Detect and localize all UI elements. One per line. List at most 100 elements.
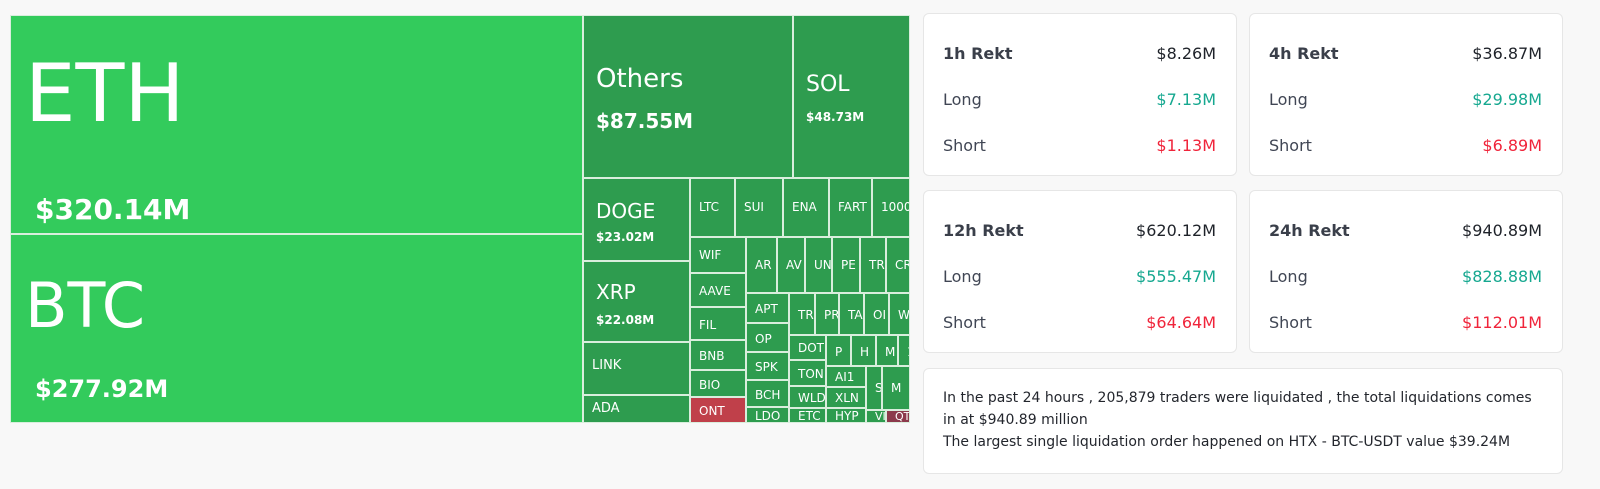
treemap-cell-w[interactable]: W [889,293,910,335]
treemap-cell-ar[interactable]: AR [746,237,777,293]
treemap-cell-p[interactable]: P [826,335,851,366]
treemap-cell-ton[interactable]: TON [789,360,826,386]
treemap-cell-vi[interactable]: VI [866,410,886,423]
short-value: $112.01M [1462,313,1542,332]
rekt-card-12h: 12h Rekt $620.12M Long $555.47M Short $64.64M [923,190,1237,353]
long-value: $29.98M [1472,90,1542,109]
cell-symbol: QT [895,410,910,423]
short-value: $6.89M [1482,136,1542,155]
treemap-cell-wld[interactable]: WLD [789,386,826,408]
treemap-cell-link[interactable]: LINK [583,342,690,395]
rekt-total-row: 12h Rekt $620.12M [943,221,1216,240]
treemap-cell-hyp[interactable]: HYP [826,408,866,423]
short-value: $64.64M [1146,313,1216,332]
long-value: $555.47M [1136,267,1216,286]
long-value: $7.13M [1156,90,1216,109]
treemap-cell-ada[interactable]: ADA [583,395,690,423]
treemap-cell-fil[interactable]: FIL [690,307,746,340]
treemap-cell-h[interactable]: H [851,335,876,366]
rekt-title: 4h Rekt [1269,44,1339,63]
rekt-long-row: Long $7.13M [943,90,1216,109]
treemap-cell-sui[interactable]: SUI [735,178,783,237]
treemap-cell-ltc[interactable]: LTC [690,178,735,237]
treemap-cell-btc[interactable]: BTC $277.92M [10,234,583,423]
treemap-cell-spk[interactable]: SPK [746,352,789,380]
treemap-cell-bnb[interactable]: BNB [690,340,746,370]
treemap-cell-ta[interactable]: TA [839,293,864,335]
cell-symbol: M [891,381,902,395]
treemap-cell-eth[interactable]: ETH $320.14M [10,15,583,234]
treemap-cell-pr[interactable]: PR [815,293,839,335]
treemap-cell-doge[interactable]: DOGE $23.02M [583,178,690,261]
cell-symbol: CR [895,258,909,272]
cell-symbol: DOT [798,341,825,355]
rekt-card-1h: 1h Rekt $8.26M Long $7.13M Short $1.13M [923,13,1237,176]
treemap-cell-sol[interactable]: SOL $48.73M [793,15,910,178]
cell-symbol: AR [755,258,772,272]
treemap-cell-bio[interactable]: BIO [690,370,746,397]
cell-symbol: SUI [744,200,764,214]
cell-symbol: PE [841,258,856,272]
cell-symbol: ADA [592,401,620,416]
rekt-card-24h: 24h Rekt $940.89M Long $828.88M Short $112.01… [1249,190,1563,353]
cell-symbol: HYP [835,409,859,423]
cell-symbol: 1 [907,346,909,358]
treemap-cell-wif[interactable]: WIF [690,237,746,273]
cell-symbol: XLN [835,391,859,405]
cell-value: $87.55M [596,109,694,133]
rekt-card-4h: 4h Rekt $36.87M Long $29.98M Short $6.89M [1249,13,1563,176]
treemap-cell-others[interactable]: Others $87.55M [583,15,793,178]
treemap-cell-ena[interactable]: ENA [783,178,829,237]
cell-symbol: ETH [25,47,185,140]
long-label: Long [943,267,982,286]
treemap-cell-pe[interactable]: PE [832,237,860,293]
treemap-cell-oi[interactable]: OI [864,293,889,335]
cell-value: $277.92M [35,375,169,403]
treemap-cell-xrp[interactable]: XRP $22.08M [583,261,690,342]
treemap-cell-cr[interactable]: CR [886,237,910,293]
treemap-cell-dot[interactable]: DOT [789,335,826,360]
long-label: Long [1269,267,1308,286]
cell-symbol: AI1 [835,370,855,384]
cell-symbol: TA [848,308,863,322]
treemap-cell-un[interactable]: UN [805,237,832,293]
treemap-cell-ldo[interactable]: LDO [746,407,789,423]
treemap-cell-av[interactable]: AV [777,237,805,293]
treemap-cell-ont[interactable]: ONT [690,397,746,423]
cell-symbol: W [898,308,910,322]
rekt-short-row: Short $112.01M [1269,313,1542,332]
cell-symbol: FART [838,200,867,214]
treemap-cell-tr[interactable]: TR [860,237,886,293]
treemap-cell-xln[interactable]: XLN [826,387,866,408]
cell-symbol: 1000 [881,200,910,214]
cell-value: $320.14M [35,193,191,226]
treemap-cell-tr[interactable]: TR [789,293,815,335]
treemap-cell-1[interactable]: 1 [898,335,910,366]
treemap-cell-aave[interactable]: AAVE [690,273,746,307]
treemap-cell-ai1[interactable]: AI1 [826,366,866,387]
treemap-cell-etc[interactable]: ETC [789,408,826,423]
rekt-total: $36.87M [1472,44,1542,63]
treemap-cell-qt[interactable]: QT [886,410,910,423]
cell-symbol: DOGE [596,199,656,223]
cell-symbol: H [860,345,870,359]
treemap-cell-op[interactable]: OP [746,323,789,352]
cell-symbol: S [875,381,882,395]
long-value: $828.88M [1462,267,1542,286]
rekt-total-row: 4h Rekt $36.87M [1269,44,1542,63]
treemap-cell-s[interactable]: S [866,366,882,410]
treemap-cell-bch[interactable]: BCH [746,380,789,407]
short-label: Short [1269,136,1312,155]
treemap-cell-m[interactable]: M [876,335,898,366]
short-label: Short [943,313,986,332]
treemap-cell-fart[interactable]: FART [829,178,872,237]
treemap-cell-apt[interactable]: APT [746,293,789,323]
treemap-cell-1000[interactable]: 1000 [872,178,910,237]
cell-symbol: PR [824,308,839,322]
rekt-total: $8.26M [1156,44,1216,63]
short-label: Short [1269,313,1312,332]
cell-symbol: ONT [699,404,725,418]
short-value: $1.13M [1156,136,1216,155]
cell-symbol: SPK [755,360,778,374]
treemap-cell-m[interactable]: M [882,366,910,410]
